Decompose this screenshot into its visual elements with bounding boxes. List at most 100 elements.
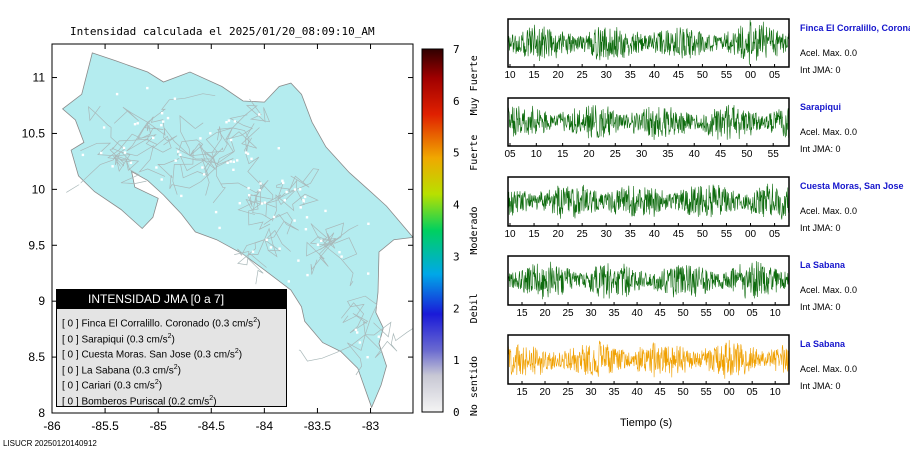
settlement-dot	[283, 199, 286, 202]
road-line	[80, 142, 116, 157]
road-line	[234, 239, 265, 266]
trace-tick-label: 55	[721, 229, 733, 240]
trace-tick-label: 05	[504, 149, 516, 160]
station-name: La Sabana	[800, 339, 846, 349]
settlement-dot	[162, 120, 165, 123]
station-jma: Int JMA: 0	[800, 144, 841, 154]
settlement-dot	[229, 160, 232, 163]
legend-rows: [ 0 ] Finca El Corralillo. Coronado (0.3…	[57, 309, 286, 407]
settlement-dot	[306, 273, 309, 277]
trace-tick-label: 55	[701, 387, 713, 398]
trace-tick-label: 15	[528, 229, 540, 240]
settlement-dot	[160, 112, 164, 115]
settlement-dot	[269, 246, 273, 249]
road-line	[88, 105, 126, 157]
settlement-dot	[287, 280, 290, 283]
y-tick-label: 10.5	[22, 126, 46, 140]
trace-tick-label: 20	[539, 308, 551, 319]
road-line	[341, 302, 369, 335]
settlement-dot	[367, 222, 370, 225]
road-line	[296, 168, 320, 190]
trace-frame	[507, 18, 790, 68]
trace-tick-label: 30	[636, 149, 648, 160]
road-line	[203, 158, 234, 177]
y-tick-label: 9.5	[28, 238, 45, 252]
trace-tick-label: 00	[724, 308, 736, 319]
settlement-dot	[250, 157, 253, 160]
settlement-dot	[319, 349, 322, 352]
trace-line	[507, 19, 790, 65]
road-line	[319, 222, 345, 249]
trace-tick-label: 25	[610, 149, 622, 160]
station-jma: Int JMA: 0	[800, 223, 841, 233]
settlement-dot	[324, 209, 327, 213]
trace-tick-label: 45	[655, 308, 667, 319]
settlement-dot	[214, 210, 218, 214]
footer-id: LISUCR 20250120140912	[3, 439, 97, 448]
road-line	[212, 166, 226, 204]
x-tick-label: -85	[150, 419, 168, 433]
trace-tick-label: 15	[516, 387, 528, 398]
map-frame	[51, 43, 414, 414]
road-line	[176, 139, 217, 168]
trace-tick-label: 50	[697, 70, 709, 81]
trace-tick-label: 05	[769, 70, 781, 81]
settlement-dot	[356, 331, 359, 334]
settlement-dot	[304, 228, 308, 231]
settlement-dot	[226, 161, 229, 164]
road-network	[66, 93, 413, 376]
x-tick-label: -84.5	[198, 419, 226, 433]
settlement-dot	[146, 86, 149, 90]
station-accel: Acel. Max. 0.0	[800, 285, 858, 295]
trace-tick-label: 05	[747, 308, 759, 319]
x-tick-label: -86	[43, 419, 61, 433]
settlement-dot	[179, 153, 182, 156]
trace-tick-label: 30	[585, 308, 597, 319]
road-line	[264, 227, 278, 258]
trace-tick-label: 55	[768, 149, 780, 160]
trace-tick-label: 10	[504, 70, 516, 81]
x-tick-label: -83	[362, 419, 380, 433]
settlement-dot	[278, 247, 281, 250]
trace-tick-label: 20	[553, 229, 565, 240]
trace-line	[507, 261, 790, 300]
trace-frame	[507, 97, 790, 147]
settlement-dot	[265, 238, 268, 241]
colorbar-tick-label: 4	[453, 199, 460, 212]
trace-tick-label: 45	[673, 229, 685, 240]
intensity-map[interactable]: -86 -85.5 -85 -84.5 -84 -83.5 -83 11 10.5 10 9.5 9 8…	[0, 0, 420, 460]
colorbar-tick-label: 6	[453, 95, 460, 108]
colorbar-tick-label: 7	[453, 43, 460, 56]
settlement-dot	[305, 216, 309, 219]
settlement-dot	[277, 147, 280, 150]
y-tick-label: 8	[38, 406, 45, 420]
settlement-dot	[201, 166, 204, 169]
station-name: Sarapiqui	[800, 102, 842, 112]
road-line	[115, 155, 147, 184]
trace-tick-label: 15	[528, 70, 540, 81]
road-line	[220, 179, 269, 197]
legend-row: [ 0 ] Finca El Corralillo. Coronado (0.3…	[62, 317, 261, 330]
road-line	[232, 98, 271, 129]
settlement-dot	[297, 259, 300, 262]
colorbar-category-label: Muy Fuerte	[469, 55, 480, 115]
legend-row: [ 0 ] Cariari (0.3 cm/s2)	[62, 379, 163, 392]
legend-header: INTENSIDAD JMA [0 a 7]	[57, 290, 286, 309]
settlement-dot	[177, 150, 180, 153]
settlement-dot	[246, 152, 250, 155]
settlement-dot	[180, 194, 183, 198]
trace-tick-label: 10	[770, 387, 782, 398]
road-line	[175, 127, 233, 160]
trace-tick-label: 10	[531, 149, 543, 160]
settlement-dot	[155, 166, 158, 169]
trace-tick-label: 00	[724, 387, 736, 398]
settlement-dot	[260, 202, 264, 205]
settlement-dot	[293, 219, 296, 222]
settlement-dot	[338, 251, 341, 254]
settlement-dot	[232, 160, 235, 163]
settlement-dot	[236, 159, 239, 162]
colorbar-tick-label: 5	[453, 147, 460, 160]
road-line	[157, 158, 217, 189]
trace-tick-label: 35	[662, 149, 674, 160]
road-line	[247, 239, 267, 268]
